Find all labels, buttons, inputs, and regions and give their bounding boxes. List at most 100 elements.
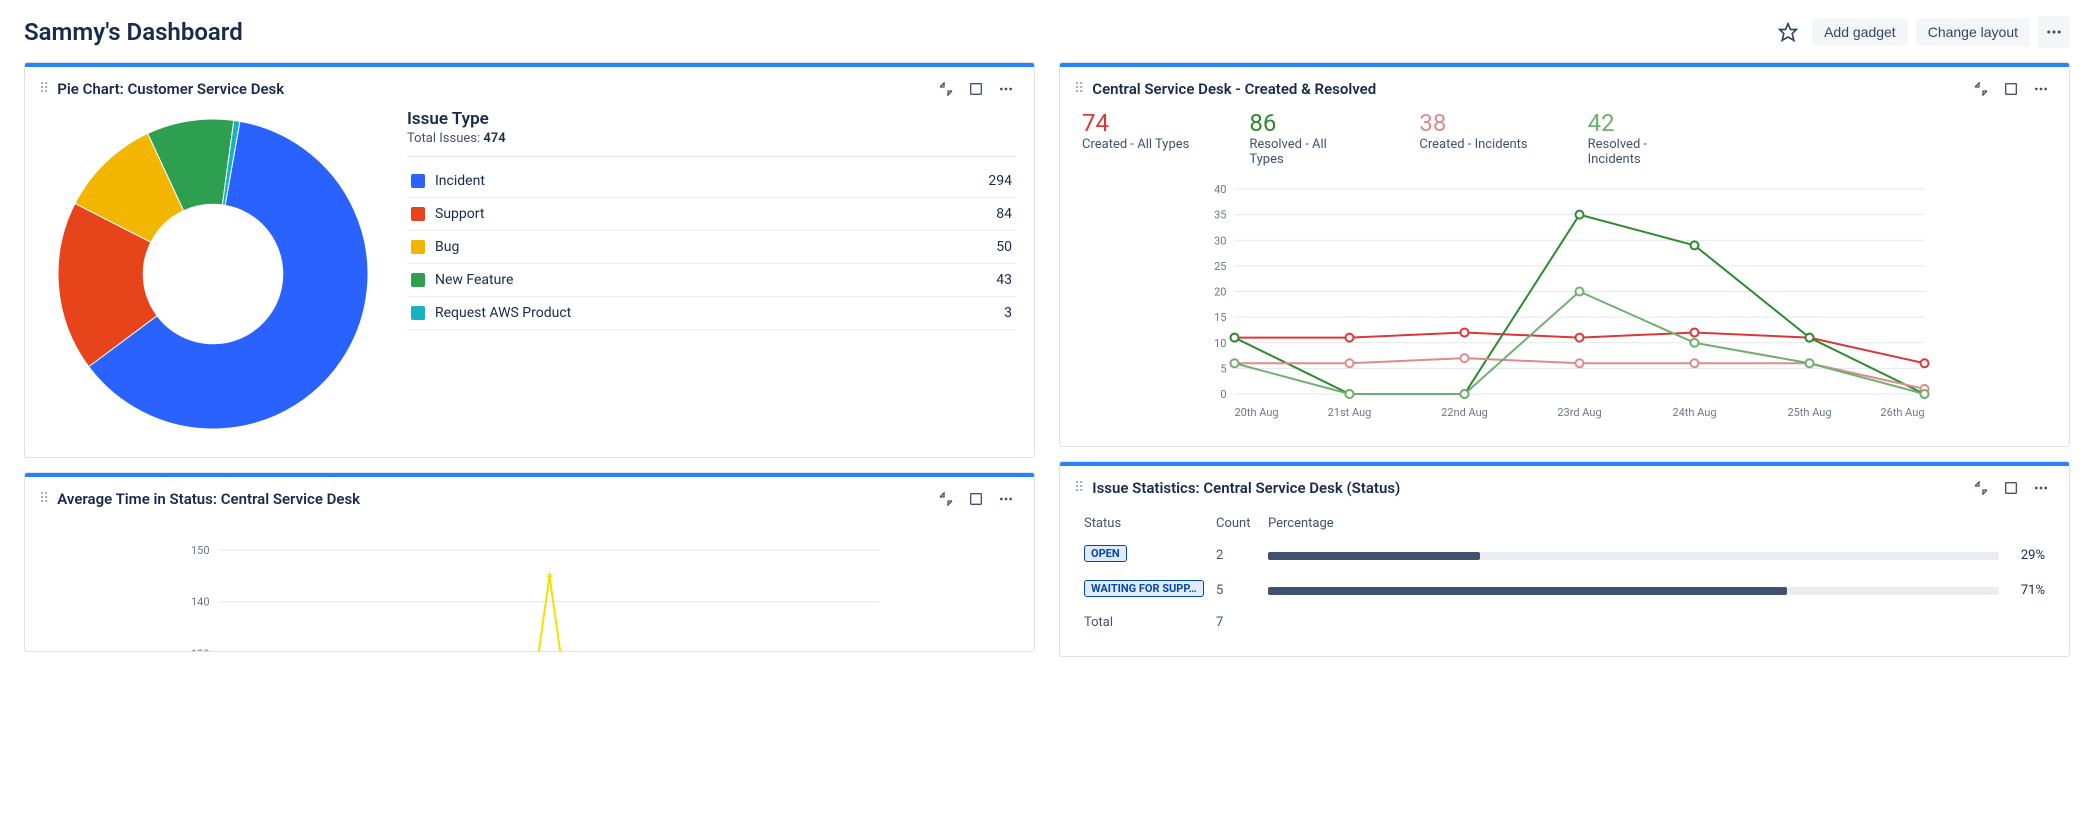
svg-text:35: 35	[1214, 209, 1226, 222]
gadget-issue-statistics: ⠿ Issue Statistics: Central Service Desk…	[1059, 461, 2070, 657]
gadget-title: Issue Statistics: Central Service Desk (…	[1092, 479, 1967, 497]
svg-text:30: 30	[1214, 234, 1226, 247]
table-header: Count	[1212, 510, 1262, 537]
status-lozenge[interactable]: WAITING FOR SUPP…	[1084, 580, 1204, 597]
svg-text:26th Aug: 26th Aug	[1880, 406, 1924, 419]
legend-swatch	[411, 273, 425, 287]
collapse-button[interactable]	[1967, 476, 1995, 500]
maximize-button[interactable]	[962, 487, 990, 511]
maximize-icon	[2003, 480, 2019, 496]
gadget-title: Central Service Desk - Created & Resolve…	[1092, 80, 1967, 98]
summary-stat: 42 Resolved - Incidents	[1588, 109, 1698, 167]
legend-label: New Feature	[435, 272, 996, 288]
svg-text:40: 40	[1214, 183, 1226, 196]
legend-swatch	[411, 240, 425, 254]
change-layout-button[interactable]: Change layout	[1916, 18, 2030, 46]
svg-text:21st Aug: 21st Aug	[1328, 406, 1372, 419]
gadget-pie-chart: ⠿ Pie Chart: Customer Service Desk Issue…	[24, 62, 1035, 458]
gadget-more-button[interactable]	[2027, 77, 2055, 101]
table-header: Status	[1080, 510, 1210, 537]
header-actions: Add gadget Change layout	[1772, 16, 2070, 48]
favorite-star-button[interactable]	[1772, 16, 1804, 48]
svg-text:15: 15	[1214, 311, 1226, 324]
stat-label: Created - All Types	[1082, 137, 1189, 152]
status-lozenge[interactable]: OPEN	[1084, 545, 1127, 562]
gadget-created-resolved: ⠿ Central Service Desk - Created & Resol…	[1059, 62, 2070, 447]
legend-subtitle: Total Issues: 474	[407, 131, 1016, 157]
legend-row[interactable]: Bug 50	[407, 231, 1016, 264]
percent-bar-fill	[1268, 552, 1480, 560]
svg-text:22nd Aug: 22nd Aug	[1441, 406, 1488, 419]
maximize-button[interactable]	[1997, 77, 2025, 101]
svg-text:25th Aug: 25th Aug	[1787, 406, 1831, 419]
collapse-button[interactable]	[1967, 77, 1995, 101]
legend-label: Support	[435, 206, 996, 222]
legend-swatch	[411, 207, 425, 221]
svg-text:20: 20	[1214, 286, 1226, 299]
gadget-title: Average Time in Status: Central Service …	[57, 490, 932, 508]
page-title: Sammy's Dashboard	[24, 18, 243, 46]
collapse-icon	[938, 491, 954, 507]
legend-value: 43	[996, 272, 1012, 288]
gadget-title: Pie Chart: Customer Service Desk	[57, 80, 932, 98]
drag-handle-icon[interactable]: ⠿	[39, 81, 49, 97]
dots-horizontal-icon	[2033, 480, 2049, 496]
legend-label: Incident	[435, 173, 988, 189]
legend-row[interactable]: Support 84	[407, 198, 1016, 231]
percent-bar-fill	[1268, 587, 1787, 595]
collapse-icon	[938, 81, 954, 97]
maximize-icon	[968, 491, 984, 507]
svg-text:5: 5	[1220, 362, 1226, 375]
table-total-row: Total 7	[1080, 609, 2049, 636]
legend-swatch	[411, 306, 425, 320]
summary-stat: 38 Created - Incidents	[1419, 109, 1527, 167]
count-cell: 2	[1212, 539, 1262, 572]
svg-text:23rd Aug: 23rd Aug	[1557, 406, 1601, 419]
stat-label: Resolved - All Types	[1249, 137, 1359, 167]
percent-bar-track	[1268, 552, 1999, 560]
svg-text:0: 0	[1220, 388, 1226, 401]
gadget-more-button[interactable]	[2027, 476, 2055, 500]
stat-label: Resolved - Incidents	[1588, 137, 1698, 167]
summary-stat: 86 Resolved - All Types	[1249, 109, 1359, 167]
drag-handle-icon[interactable]: ⠿	[1074, 81, 1084, 97]
gadget-more-button[interactable]	[992, 77, 1020, 101]
drag-handle-icon[interactable]: ⠿	[39, 491, 49, 507]
stat-value: 74	[1082, 109, 1189, 137]
more-actions-button[interactable]	[2038, 16, 2070, 48]
legend-row[interactable]: New Feature 43	[407, 264, 1016, 297]
svg-text:150: 150	[191, 544, 210, 557]
add-gadget-button[interactable]: Add gadget	[1812, 18, 1908, 46]
svg-text:130: 130	[191, 648, 210, 652]
avg-time-chart: 110120130140150✶	[43, 519, 1016, 652]
legend-row[interactable]: Incident 294	[407, 165, 1016, 198]
star-icon	[1778, 22, 1798, 42]
drag-handle-icon[interactable]: ⠿	[1074, 480, 1084, 496]
dots-horizontal-icon	[998, 81, 1014, 97]
legend-swatch	[411, 174, 425, 188]
gadget-more-button[interactable]	[992, 487, 1020, 511]
stat-label: Created - Incidents	[1419, 137, 1527, 152]
legend-row[interactable]: Request AWS Product 3	[407, 297, 1016, 330]
maximize-button[interactable]	[1997, 476, 2025, 500]
dots-horizontal-icon	[2033, 81, 2049, 97]
gadget-avg-time: ⠿ Average Time in Status: Central Servic…	[24, 472, 1035, 652]
collapse-button[interactable]	[932, 77, 960, 101]
percent-bar-track	[1268, 587, 1999, 595]
maximize-button[interactable]	[962, 77, 990, 101]
legend-value: 50	[996, 239, 1012, 255]
svg-text:24th Aug: 24th Aug	[1672, 406, 1716, 419]
legend-label: Request AWS Product	[435, 305, 1004, 321]
donut-chart	[43, 109, 383, 439]
count-cell: 5	[1212, 574, 1262, 607]
dots-horizontal-icon	[2045, 23, 2063, 41]
legend-label: Bug	[435, 239, 996, 255]
stat-value: 42	[1588, 109, 1698, 137]
stat-value: 38	[1419, 109, 1527, 137]
maximize-icon	[2003, 81, 2019, 97]
dots-horizontal-icon	[998, 491, 1014, 507]
collapse-button[interactable]	[932, 487, 960, 511]
maximize-icon	[968, 81, 984, 97]
pie-legend: Issue Type Total Issues: 474 Incident 29…	[407, 109, 1016, 330]
legend-value: 294	[988, 173, 1012, 189]
